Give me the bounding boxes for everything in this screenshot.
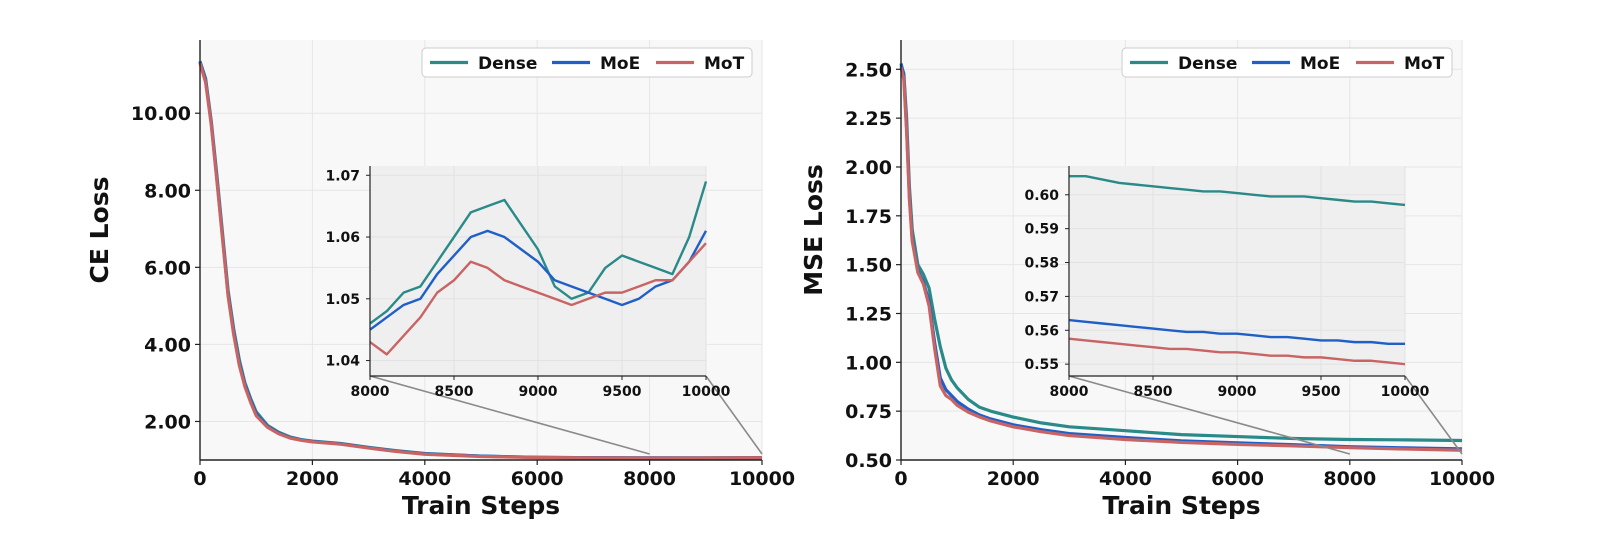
- x-axis-title: Train Steps: [1102, 491, 1260, 520]
- x-tick-label: 0: [193, 468, 206, 490]
- inset-y-tick-label: 1.06: [325, 230, 360, 246]
- x-tick-label: 8000: [623, 468, 676, 490]
- legend-label-mot: MoT: [704, 54, 745, 74]
- inset-series-line-moe: [369, 229, 708, 331]
- x-tick-label: 6000: [511, 468, 564, 490]
- x-tick-label: 2000: [286, 468, 339, 490]
- inset-x-tick-label: 8000: [351, 384, 390, 400]
- y-tick-label: 2.00: [845, 157, 892, 179]
- inset-series-line-moe: [1068, 318, 1405, 346]
- y-tick-label: 1.25: [845, 303, 892, 325]
- legend: Dense MoE MoT: [421, 47, 753, 78]
- legend-label-moe: MoE: [1300, 54, 1340, 74]
- inset-y-tick-label: 1.07: [325, 168, 360, 184]
- x-tick-label: 4000: [1099, 468, 1152, 490]
- x-tick-label: 0: [894, 468, 907, 490]
- inset-y-tick-label: 0.60: [1024, 188, 1059, 204]
- x-tick-label: 10000: [729, 468, 795, 490]
- y-tick-label: 0.50: [845, 450, 892, 472]
- y-tick-label: 1.00: [845, 352, 892, 374]
- inset-zoom: 8000 8500 9000 9500 10000 1.04 1.05 1.06 1.07: [325, 166, 763, 455]
- inset-series-line-dense: [369, 181, 708, 325]
- inset-y-tick-label: 0.57: [1024, 289, 1059, 305]
- zoom-connector: [369, 375, 650, 455]
- y-tick-label: 1.75: [845, 206, 892, 228]
- y-axis-title: MSE Loss: [799, 164, 828, 296]
- series-line-mot: [198, 62, 763, 460]
- legend-label-moe: MoE: [600, 54, 640, 74]
- y-tick-label: 2.50: [845, 59, 892, 81]
- inset-y-tick-label: 1.05: [325, 292, 360, 308]
- y-tick-label: 6.00: [144, 257, 191, 279]
- inset-series-line-mot: [369, 242, 707, 356]
- legend: Dense MoE MoT: [1121, 47, 1453, 78]
- inset-x-tick-label: 10000: [1381, 384, 1430, 400]
- inset-x-tick-label: 9000: [519, 384, 558, 400]
- y-tick-label: 0.75: [845, 401, 892, 423]
- inset-y-tick-label: 1.04: [325, 354, 360, 370]
- inset-x-tick-label: 8500: [1134, 384, 1173, 400]
- y-tick-label: 2.00: [144, 411, 191, 433]
- inset-x-tick-label: 9500: [1302, 384, 1341, 400]
- y-axis-title: CE Loss: [85, 177, 114, 284]
- x-tick-label: 2000: [987, 468, 1040, 490]
- chart-panel-1: 0 2000 4000 6000 8000 10000 2.00 4.00 6.00 8.00 10…: [85, 40, 795, 520]
- inset-x-tick-label: 9000: [1218, 384, 1257, 400]
- inset-zoom: 8000 8500 9000 9500 10000 0.55 0.56 0.57 0.58 0.5…: [1024, 166, 1463, 455]
- y-tick-label: 1.50: [845, 255, 892, 277]
- inset-x-tick-label: 10000: [682, 384, 731, 400]
- legend-label-mot: MoT: [1404, 54, 1445, 74]
- inset-x-tick-label: 9500: [603, 384, 642, 400]
- x-tick-label: 8000: [1323, 468, 1376, 490]
- inset-y-tick-label: 0.55: [1024, 357, 1059, 373]
- zoom-connector: [1068, 375, 1351, 455]
- inset-y-tick-label: 0.56: [1024, 323, 1059, 339]
- y-tick-label: 4.00: [144, 334, 191, 356]
- y-tick-label: 10.00: [131, 103, 191, 125]
- inset-y-tick-label: 0.58: [1024, 256, 1059, 272]
- zoom-connector: [1404, 375, 1463, 455]
- x-axis-title: Train Steps: [402, 491, 560, 520]
- y-tick-label: 8.00: [144, 180, 191, 202]
- x-tick-label: 10000: [1429, 468, 1495, 490]
- inset-series-line-dense: [1069, 174, 1406, 207]
- series-line-mot: [899, 66, 1463, 452]
- x-tick-label: 6000: [1211, 468, 1264, 490]
- chart-panel-2: 0 2000 4000 6000 8000 10000 0.50 0.75 1.00 1.25 1.…: [799, 40, 1495, 520]
- inset-y-tick-label: 0.59: [1024, 222, 1059, 238]
- inset-x-tick-label: 8000: [1050, 384, 1089, 400]
- inset-series-line-mot: [1068, 337, 1406, 366]
- zoom-connector: [705, 375, 763, 455]
- x-tick-label: 4000: [398, 468, 451, 490]
- legend-label-dense: Dense: [1178, 54, 1237, 74]
- inset-x-tick-label: 8500: [435, 384, 474, 400]
- legend-label-dense: Dense: [478, 54, 537, 74]
- y-tick-label: 2.25: [845, 108, 892, 130]
